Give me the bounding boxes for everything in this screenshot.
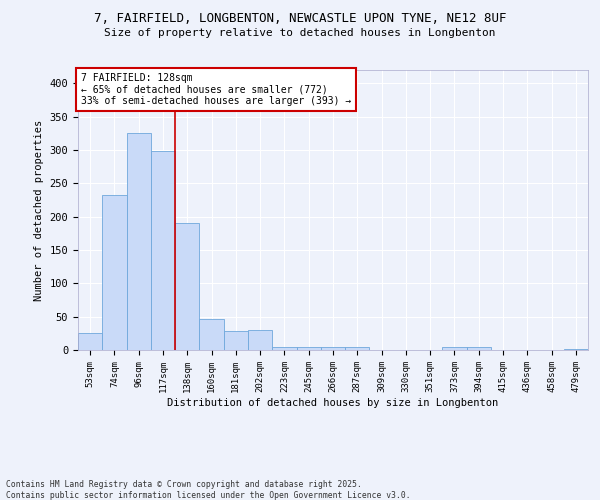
Bar bbox=[467, 346, 491, 350]
Text: 7 FAIRFIELD: 128sqm
← 65% of detached houses are smaller (772)
33% of semi-detac: 7 FAIRFIELD: 128sqm ← 65% of detached ho… bbox=[80, 73, 351, 106]
Bar bbox=[321, 346, 345, 350]
Bar bbox=[199, 320, 224, 350]
Bar bbox=[102, 194, 127, 350]
Bar bbox=[248, 330, 272, 350]
Bar bbox=[224, 330, 248, 350]
Text: Size of property relative to detached houses in Longbenton: Size of property relative to detached ho… bbox=[104, 28, 496, 38]
Bar bbox=[175, 222, 199, 350]
X-axis label: Distribution of detached houses by size in Longbenton: Distribution of detached houses by size … bbox=[167, 398, 499, 407]
Bar bbox=[127, 132, 151, 350]
Bar bbox=[78, 334, 102, 350]
Bar bbox=[272, 346, 296, 350]
Text: 7, FAIRFIELD, LONGBENTON, NEWCASTLE UPON TYNE, NE12 8UF: 7, FAIRFIELD, LONGBENTON, NEWCASTLE UPON… bbox=[94, 12, 506, 26]
Bar bbox=[564, 348, 588, 350]
Bar bbox=[442, 348, 467, 350]
Text: Contains HM Land Registry data © Crown copyright and database right 2025.
Contai: Contains HM Land Registry data © Crown c… bbox=[6, 480, 410, 500]
Bar bbox=[345, 348, 370, 350]
Bar bbox=[151, 150, 175, 350]
Y-axis label: Number of detached properties: Number of detached properties bbox=[34, 120, 44, 300]
Bar bbox=[296, 346, 321, 350]
